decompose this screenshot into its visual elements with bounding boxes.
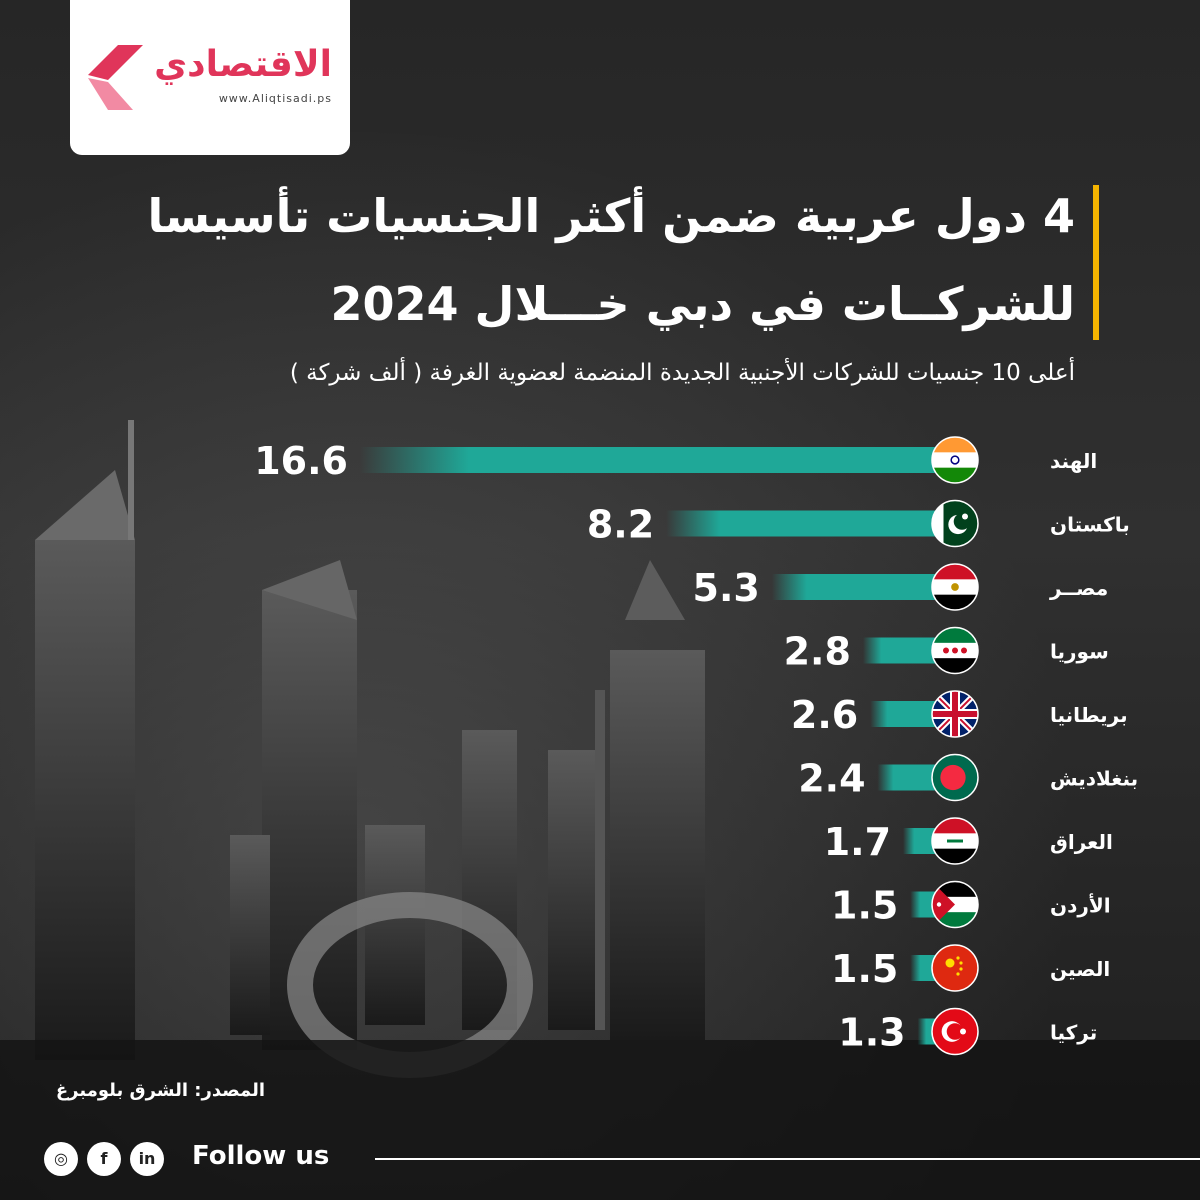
flag-ring xyxy=(931,690,979,738)
bar-value-label: 5.3 xyxy=(693,566,760,610)
flag-china-icon xyxy=(932,945,978,991)
bar-value-label: 1.5 xyxy=(831,884,898,928)
bar-value-label: 8.2 xyxy=(587,503,654,547)
category-label: سوريا xyxy=(1050,640,1109,664)
flag-pakistan-icon xyxy=(932,500,978,547)
source-note: المصدر: الشرق بلومبرغ xyxy=(55,1080,265,1101)
flag-chakra xyxy=(950,455,960,465)
bar-row: 2.8 سوريا xyxy=(784,626,1109,675)
bar-row: 1.7 العراق xyxy=(824,817,1113,865)
flag-star xyxy=(960,1028,966,1035)
brand-mark-icon xyxy=(88,45,143,110)
bar-row: 1.5 الأردن xyxy=(831,880,1111,929)
category-label: تركيا xyxy=(1050,1021,1097,1045)
bar-value-label: 1.5 xyxy=(831,947,898,991)
bar-value-label: 2.8 xyxy=(784,630,851,674)
flag-bangladesh-icon xyxy=(932,754,978,801)
linkedin-icon[interactable]: in xyxy=(130,1142,164,1176)
title-line-1: 4 دول عربية ضمن أكثر الجنسيات تأسيسا xyxy=(147,189,1076,243)
flag-star xyxy=(936,902,942,907)
flag-star-small xyxy=(959,961,963,965)
flag-ring xyxy=(931,1007,979,1056)
category-label: باكستان xyxy=(1050,513,1130,537)
flag-turkey-icon xyxy=(932,1008,978,1055)
category-label: العراق xyxy=(1050,830,1113,854)
facebook-icon[interactable]: f xyxy=(87,1142,121,1176)
category-label: بريطانيا xyxy=(1050,703,1128,727)
brand-name: الاقتصادي xyxy=(154,44,332,85)
flag-band xyxy=(932,452,978,469)
flag-star xyxy=(952,647,958,654)
flag-band xyxy=(932,818,978,834)
category-label: مصــر xyxy=(1049,576,1108,600)
bar-chart: 16.6 الهند 8.2 باكستان 5.3 مصــر 2.8 سوريا 2.6 بر… xyxy=(254,436,1138,1056)
flag-ring xyxy=(931,563,979,611)
bar-row: 8.2 باكستان xyxy=(587,499,1130,548)
bar-row: 5.3 مصــر xyxy=(693,563,1108,611)
flag-hoist xyxy=(932,500,944,547)
flag-field xyxy=(932,945,978,991)
bar-row: 1.3 تركيا xyxy=(838,1007,1097,1056)
brand-url: www.Aliqtisadi.ps xyxy=(218,92,332,105)
bar-row: 2.4 بنغلاديش xyxy=(798,753,1138,802)
category-label: الأردن xyxy=(1050,893,1111,918)
instagram-icon[interactable]: ◎ xyxy=(44,1142,78,1176)
chart-subtitle: أعلى 10 جنسيات للشركات الأجنبية الجديدة … xyxy=(289,360,1075,386)
flag-star-small xyxy=(956,956,960,960)
flag-star-small xyxy=(959,967,963,971)
footer-divider xyxy=(375,1158,1200,1160)
flag-uk-icon xyxy=(932,691,978,737)
flag-eagle xyxy=(951,583,959,591)
bar-row: 16.6 الهند xyxy=(254,436,1097,484)
flag-ring xyxy=(931,626,979,675)
flag-crescent-cut xyxy=(946,1023,964,1040)
follow-us-label: Follow us xyxy=(192,1141,330,1171)
flag-star-small xyxy=(956,972,960,976)
flag-star xyxy=(943,647,949,654)
flag-band xyxy=(932,437,978,453)
flag-triangle xyxy=(932,881,955,928)
bar-value-label: 2.6 xyxy=(791,693,858,737)
category-label: الصين xyxy=(1050,957,1110,981)
bar-row: 2.6 بريطانيا xyxy=(791,690,1128,738)
flag-disc xyxy=(940,764,966,791)
bar-value-label: 1.7 xyxy=(824,820,891,864)
flag-script xyxy=(947,839,963,843)
bar-value-label: 1.3 xyxy=(838,1011,905,1055)
category-label: بنغلاديش xyxy=(1050,767,1138,791)
flag-ring xyxy=(931,880,979,929)
flag-jordan-icon xyxy=(932,881,978,928)
flag-cross-red xyxy=(932,711,978,717)
title-accent-bar xyxy=(1093,185,1099,340)
flag-ring xyxy=(931,499,979,548)
title-line-2: للشركــات في دبي خـــلال 2024 xyxy=(330,277,1076,331)
flag-star xyxy=(945,958,955,968)
bar xyxy=(666,510,965,537)
flag-band xyxy=(932,564,978,580)
flag-ring xyxy=(931,944,979,992)
flag-star xyxy=(961,647,967,654)
page-title: 4 دول عربية ضمن أكثر الجنسيات تأسيسا للش… xyxy=(75,172,1076,348)
flag-ring xyxy=(931,436,979,484)
category-label: الهند xyxy=(1050,449,1097,473)
bar-value-label: 2.4 xyxy=(798,757,865,801)
brand-logo[interactable]: الاقتصادي www.Aliqtisadi.ps xyxy=(70,0,350,155)
flag-ring xyxy=(931,817,979,865)
flag-ring xyxy=(931,753,979,802)
flag-star xyxy=(962,513,968,520)
flag-band xyxy=(932,627,978,644)
bar xyxy=(360,447,965,473)
bar-row: 1.5 الصين xyxy=(831,944,1110,992)
footer: ◎ f in Follow us xyxy=(0,1135,1200,1185)
bar-value-label: 16.6 xyxy=(254,439,348,483)
